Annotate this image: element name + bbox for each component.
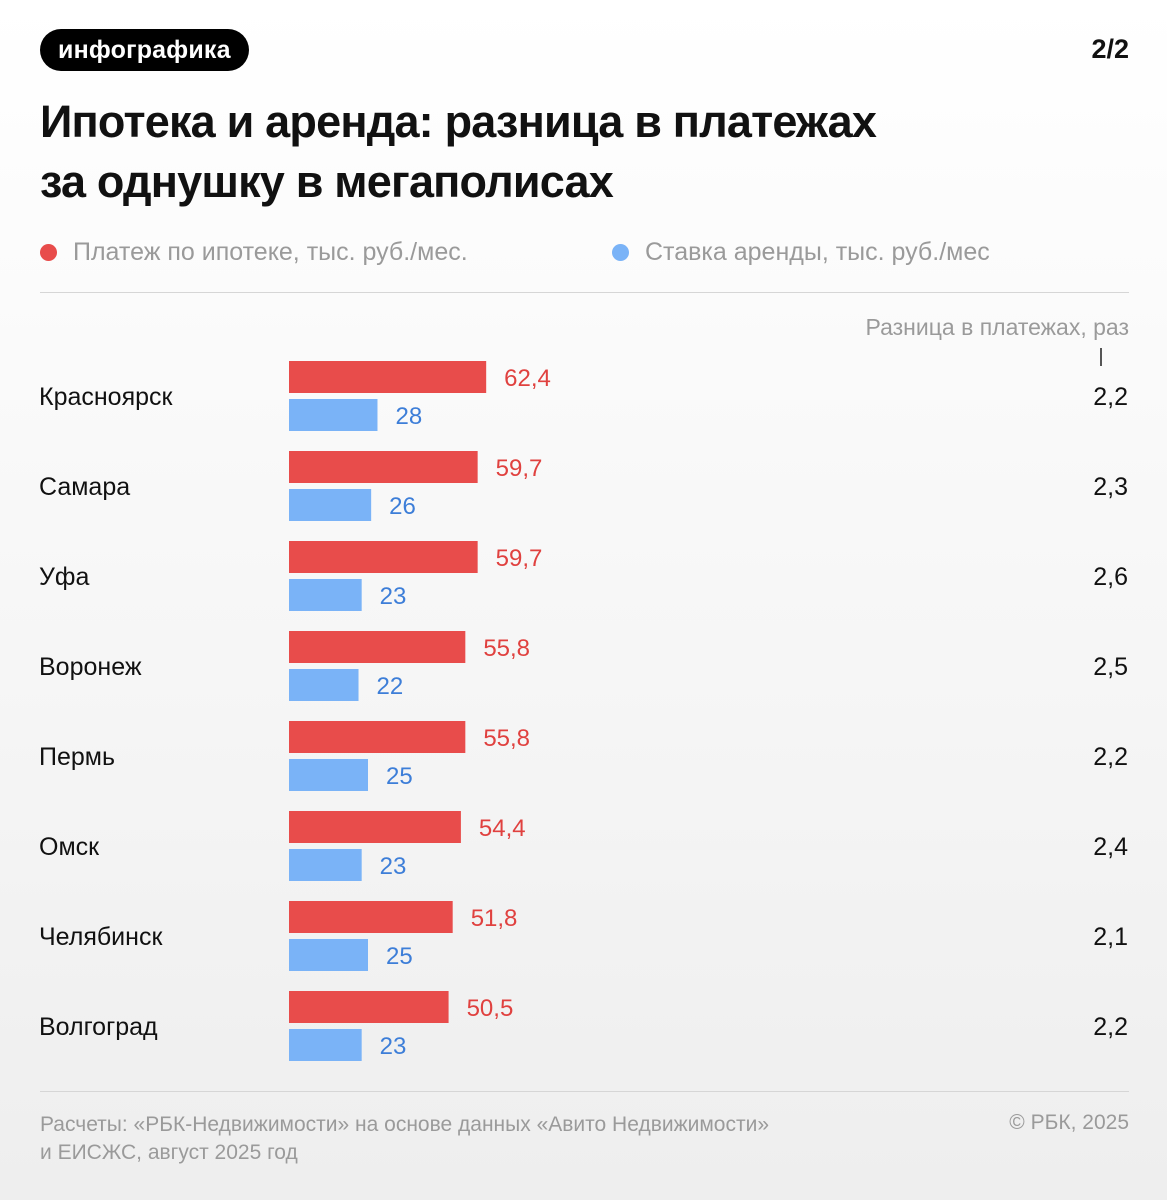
- category-label: Красноярск: [39, 383, 174, 411]
- rent-value-label: 22: [377, 673, 404, 700]
- category-label: Пермь: [39, 743, 115, 771]
- rent-value-label: 23: [380, 853, 407, 880]
- mortgage-bar: [289, 811, 461, 843]
- mortgage-bar: [289, 631, 466, 663]
- rent-bar: [289, 759, 368, 791]
- title-line-1: Ипотека и аренда: разница в платежах: [40, 96, 877, 147]
- mortgage-bar: [289, 901, 453, 933]
- rent-bar: [289, 399, 378, 431]
- rent-bar: [289, 669, 359, 701]
- category-label: Уфа: [39, 563, 89, 591]
- copyright: © РБК, 2025: [1009, 1111, 1129, 1134]
- ratio-value: 2,5: [1093, 653, 1128, 681]
- rent-value-label: 26: [389, 493, 416, 520]
- source-line-1: Расчеты: «РБК-Недвижимости» на основе да…: [40, 1113, 770, 1136]
- ratio-value: 2,2: [1093, 1013, 1128, 1041]
- ratio-value: 2,3: [1093, 473, 1128, 501]
- ratio-value: 2,1: [1093, 923, 1128, 951]
- mortgage-value-label: 62,4: [504, 365, 551, 392]
- ratio-value: 2,2: [1093, 743, 1128, 771]
- legend-divider: [40, 292, 1129, 293]
- mortgage-bar: [289, 541, 478, 573]
- ratio-header-tick: [1100, 348, 1102, 366]
- page-indicator: 2/2: [1091, 34, 1129, 64]
- rent-bar: [289, 939, 368, 971]
- mortgage-bar: [289, 451, 478, 483]
- mortgage-bar: [289, 721, 466, 753]
- legend-label-rent: Ставка аренды, тыс. руб./мес: [645, 238, 990, 266]
- rent-value-label: 28: [395, 403, 422, 430]
- rent-value-label: 23: [380, 1033, 407, 1060]
- source-line-2: и ЕИСЖС, август 2025 год: [40, 1141, 298, 1164]
- legend-item-rent: Ставка аренды, тыс. руб./мес: [612, 238, 990, 267]
- rent-value-label: 23: [380, 583, 407, 610]
- rent-bar: [289, 1029, 362, 1061]
- source-note: Расчеты: «РБК-Недвижимости» на основе да…: [40, 1111, 920, 1167]
- mortgage-dot-icon: [40, 244, 57, 261]
- ratio-value: 2,6: [1093, 563, 1128, 591]
- ratio-value: 2,4: [1093, 833, 1128, 861]
- legend-item-mortgage: Платеж по ипотеке, тыс. руб./мес.: [40, 238, 468, 267]
- mortgage-value-label: 54,4: [479, 815, 526, 842]
- infographic-tag: инфографика: [40, 29, 249, 71]
- category-label: Воронеж: [39, 653, 142, 681]
- rent-bar: [289, 489, 372, 521]
- mortgage-value-label: 51,8: [471, 905, 518, 932]
- ratio-value: 2,2: [1093, 383, 1128, 411]
- rent-value-label: 25: [386, 943, 413, 970]
- category-label: Омск: [39, 833, 100, 861]
- mortgage-value-label: 55,8: [483, 635, 530, 662]
- chart-title: Ипотека и аренда: разница в платежах за …: [40, 92, 1130, 212]
- category-label: Волгоград: [39, 1013, 158, 1041]
- mortgage-value-label: 59,7: [496, 455, 543, 482]
- legend-label-mortgage: Платеж по ипотеке, тыс. руб./мес.: [73, 238, 468, 266]
- category-label: Самара: [39, 473, 130, 501]
- category-label: Челябинск: [39, 923, 163, 951]
- footer-divider: [40, 1091, 1129, 1092]
- title-line-2: за однушку в мегаполисах: [40, 156, 614, 207]
- rent-bar: [289, 579, 362, 611]
- rent-dot-icon: [612, 244, 629, 261]
- mortgage-value-label: 59,7: [496, 545, 543, 572]
- mortgage-bar: [289, 991, 449, 1023]
- rent-value-label: 25: [386, 763, 413, 790]
- mortgage-bar: [289, 361, 487, 393]
- rent-bar: [289, 849, 362, 881]
- mortgage-value-label: 55,8: [483, 725, 530, 752]
- mortgage-value-label: 50,5: [467, 995, 514, 1022]
- ratio-column-header: Разница в платежах, раз: [865, 314, 1129, 340]
- chart-legend: Платеж по ипотеке, тыс. руб./мес. Ставка…: [40, 238, 1129, 272]
